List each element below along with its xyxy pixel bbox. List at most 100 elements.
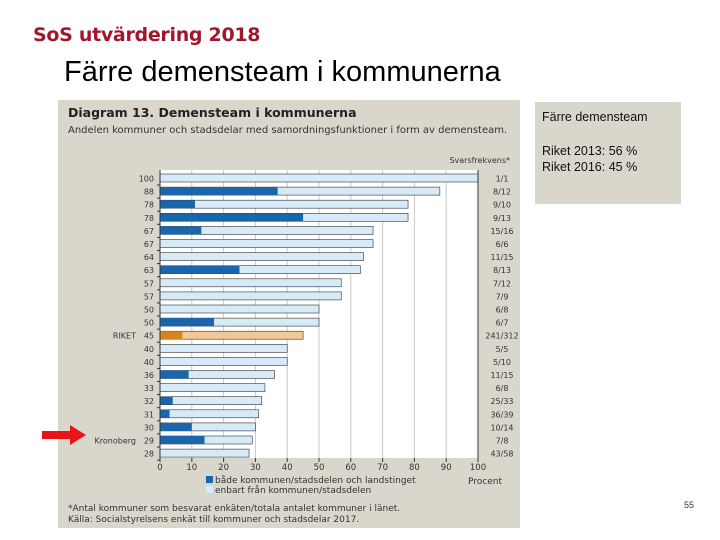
response-rate: 8/13	[493, 266, 511, 275]
response-rate: 1/1	[496, 175, 509, 184]
bar-chart: Diagram 13. Demensteam i kommunerna Ande…	[68, 105, 519, 525]
response-rate: 15/16	[490, 227, 513, 236]
response-rate: 6/7	[496, 319, 509, 328]
x-tick-label: 0	[157, 463, 162, 473]
bar-light	[159, 409, 259, 419]
response-rate: 11/15	[490, 253, 513, 262]
footnote: *Antal kommuner som besvarat enkäten/tot…	[68, 504, 400, 514]
bar-dark	[160, 331, 183, 340]
x-tick-label: 30	[250, 463, 261, 473]
value-label: 50	[144, 306, 154, 315]
value-label: 28	[144, 450, 154, 459]
bar-dark	[160, 187, 278, 196]
value-label: 78	[144, 201, 154, 210]
value-label: 67	[144, 227, 154, 236]
value-label: 88	[144, 188, 154, 197]
value-label: 100	[139, 175, 154, 184]
bar-dark	[160, 265, 240, 274]
value-label: 29	[144, 437, 154, 446]
value-label: 32	[144, 397, 154, 406]
bar-light	[159, 304, 320, 314]
bar-dark	[160, 226, 202, 235]
bar-light	[159, 252, 364, 261]
x-tick-label: 20	[218, 463, 229, 473]
x-tick-label: 10	[186, 463, 197, 473]
response-rate: 241/312	[485, 332, 518, 341]
response-rate: 10/14	[490, 423, 513, 432]
logo-text: SoS utvärdering 2018	[33, 24, 261, 46]
response-rate: 9/13	[493, 214, 511, 223]
summary-box: Färre demensteam Riket 2013: 56 % Riket …	[535, 102, 681, 204]
legend-label-light: enbart från kommunen/stadsdelen	[215, 485, 371, 496]
bar-dark	[160, 370, 189, 379]
bar-dark	[160, 436, 205, 444]
chart-subtitle: Andelen kommuner och stadsdelar med samo…	[68, 125, 507, 136]
value-label: 45	[144, 332, 154, 341]
legend-label-dark: både kommunen/stadsdelen och landstinget	[215, 475, 416, 486]
bar-light	[159, 291, 342, 301]
response-rate: 7/9	[496, 292, 509, 301]
value-label: 50	[144, 319, 154, 328]
bar-light	[159, 239, 374, 248]
page-number: 55	[684, 500, 695, 510]
bar-dark	[160, 213, 304, 222]
response-rate: 36/39	[490, 410, 513, 419]
response-rate-header: Svarsfrekvens*	[449, 156, 510, 165]
summary-line-2013: Riket 2013: 56 %	[542, 144, 638, 158]
summary-heading: Färre demensteam	[542, 110, 648, 124]
response-rate: 7/12	[493, 279, 511, 288]
legend-swatch-dark	[206, 476, 213, 483]
response-rate: 8/12	[493, 188, 511, 197]
x-tick-label: 80	[409, 463, 420, 473]
response-rate: 25/33	[490, 397, 513, 406]
bar-light	[159, 173, 479, 183]
category-label: Kronoberg	[95, 437, 136, 446]
bar-light	[159, 383, 266, 392]
response-rate: 11/15	[490, 371, 513, 380]
bar-light	[159, 357, 288, 366]
legend-swatch-light	[206, 486, 213, 493]
response-rate: 6/6	[496, 240, 509, 249]
bar-dark	[160, 422, 192, 431]
value-label: 57	[144, 279, 154, 288]
chart-panel: Diagram 13. Demensteam i kommunerna Ande…	[58, 100, 520, 528]
value-label: 78	[144, 214, 154, 223]
x-tick-label: 40	[282, 463, 293, 473]
value-label: 64	[144, 253, 154, 262]
response-rate: 5/10	[493, 358, 511, 367]
bar-light	[159, 396, 263, 406]
x-tick-label: 90	[441, 463, 452, 473]
response-rate: 5/5	[496, 345, 509, 354]
bar-light	[159, 344, 288, 353]
x-tick-label: 60	[345, 463, 356, 473]
value-label: 63	[144, 266, 154, 275]
bar-dark	[160, 318, 215, 327]
response-rate: 6/8	[496, 384, 509, 393]
response-rate: 6/8	[496, 306, 509, 315]
response-rate: 43/58	[490, 450, 513, 459]
value-label: 57	[144, 292, 154, 301]
x-axis-label: Procent	[468, 477, 502, 487]
response-rate: 7/8	[496, 437, 509, 446]
value-label: 33	[144, 384, 154, 393]
summary-line-2016: Riket 2016: 45 %	[542, 160, 638, 174]
red-arrow-icon	[42, 425, 86, 445]
value-label: 40	[144, 358, 154, 367]
x-tick-label: 50	[314, 463, 325, 473]
x-tick-label: 100	[470, 463, 486, 473]
value-label: 31	[144, 410, 154, 419]
value-label: 67	[144, 240, 154, 249]
bar-light	[159, 448, 250, 458]
category-label: RIKET	[113, 332, 136, 341]
bar-light	[159, 199, 409, 209]
source-note: Källa: Socialstyrelsens enkät till kommu…	[68, 515, 359, 525]
bar-dark	[160, 409, 170, 418]
bar-dark	[160, 396, 173, 405]
chart-title: Diagram 13. Demensteam i kommunerna	[68, 105, 357, 120]
value-label: 40	[144, 345, 154, 354]
value-label: 36	[144, 371, 154, 380]
bar-light	[159, 278, 342, 288]
x-tick-label: 70	[377, 463, 388, 473]
response-rate: 9/10	[493, 201, 511, 210]
slide-title: Färre demensteam i kommunerna	[64, 56, 501, 88]
